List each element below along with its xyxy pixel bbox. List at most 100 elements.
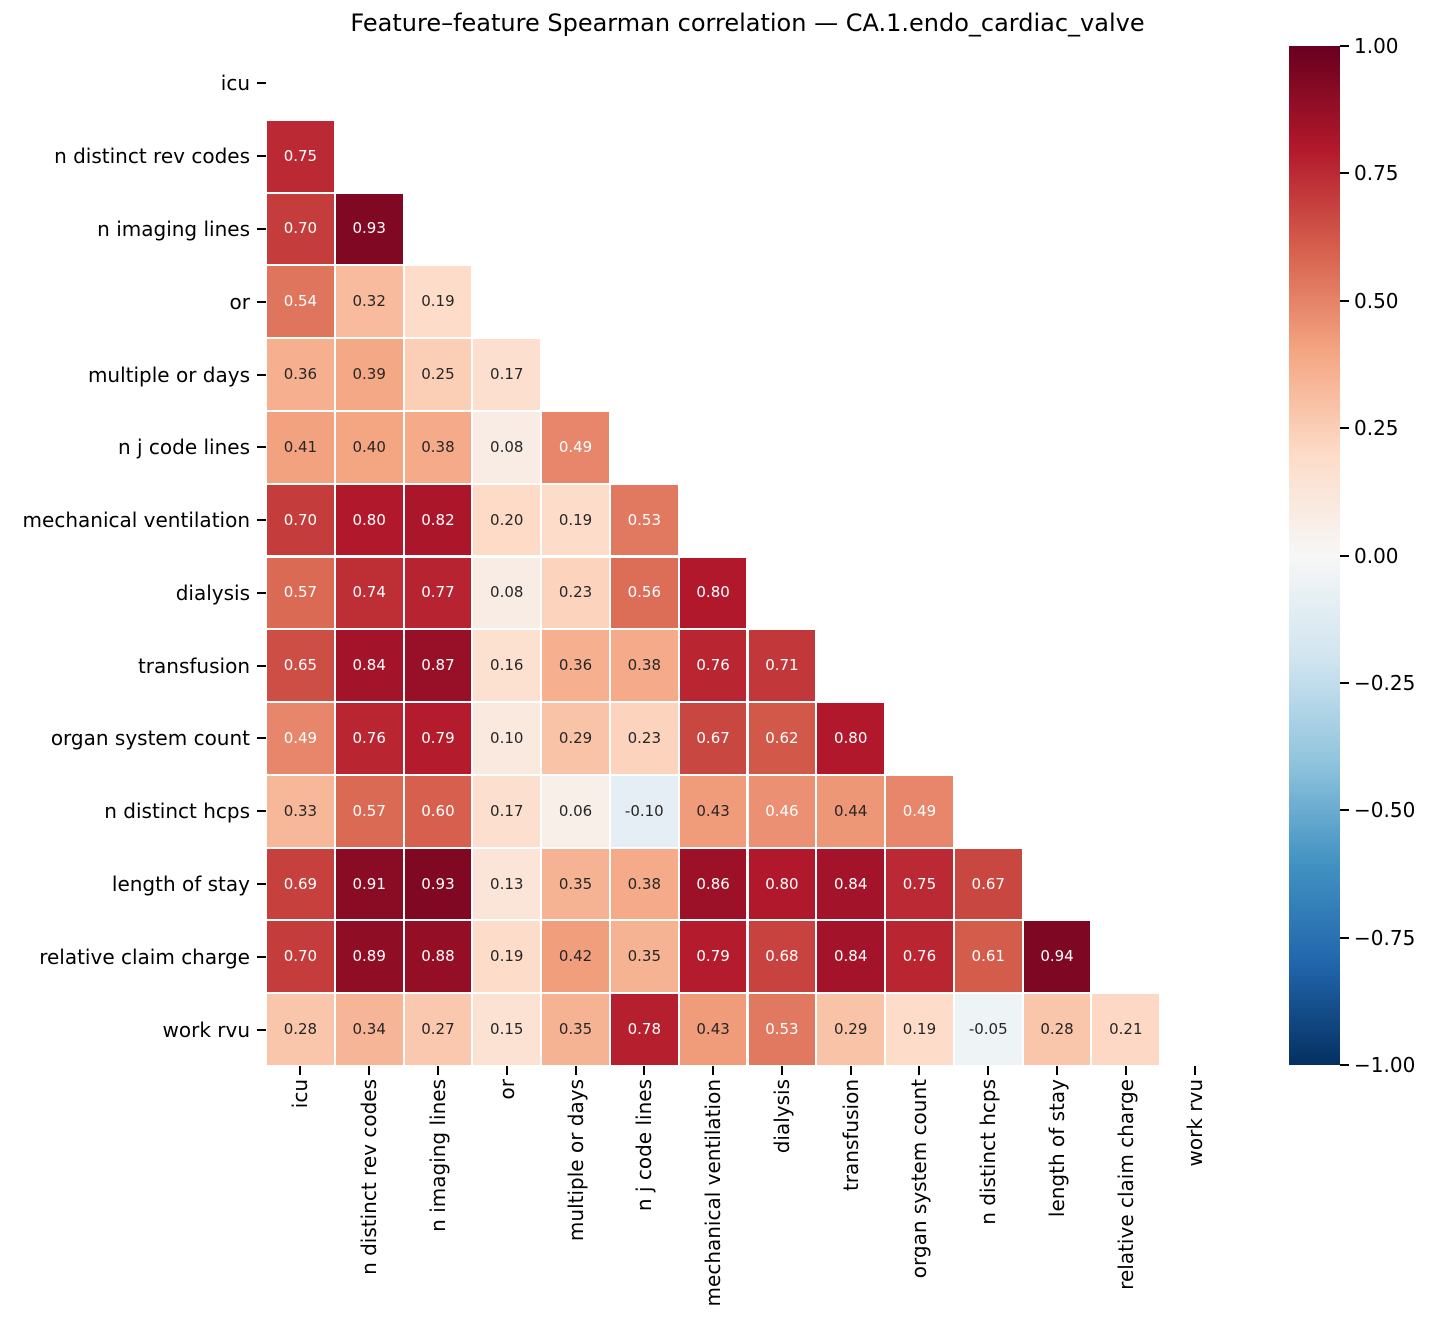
heatmap-cell: 0.28 — [266, 993, 335, 1066]
heatmap-cell: 0.16 — [472, 629, 542, 703]
cell-value: 0.19 — [558, 510, 593, 529]
cell-value: 0.34 — [352, 1020, 386, 1039]
cell-value: 0.29 — [558, 728, 593, 747]
heatmap-cell: 0.70 — [266, 192, 335, 266]
x-tick-mark — [505, 1066, 508, 1075]
heatmap-cell: 0.43 — [678, 993, 748, 1066]
cell-value: 0.49 — [902, 801, 937, 820]
y-axis-label: organ system count — [50, 726, 250, 751]
cell-value: 0.70 — [283, 219, 318, 238]
cell-value: 0.15 — [490, 1020, 524, 1039]
x-tick-mark — [574, 1066, 577, 1075]
heatmap-cell: 0.76 — [334, 702, 404, 775]
heatmap-cell: 0.62 — [747, 702, 817, 775]
cell-value: 0.53 — [765, 1020, 799, 1039]
heatmap-cell: 0.76 — [678, 629, 748, 703]
heatmap-cell: 0.80 — [678, 556, 748, 630]
x-axis-label: length of stay — [1045, 1079, 1070, 1218]
x-axis-label: n distinct hcps — [976, 1079, 1001, 1225]
heatmap-cell: 0.33 — [266, 774, 335, 848]
colorbar-tick-label: 0.50 — [1354, 288, 1399, 313]
heatmap-cell: 0.28 — [1022, 993, 1092, 1066]
cell-value: 0.17 — [490, 365, 524, 384]
colorbar-tick-label: 0.25 — [1354, 416, 1399, 441]
heatmap-cell: -0.10 — [609, 774, 679, 848]
heatmap-cell: 0.71 — [747, 629, 817, 703]
x-axis-label: relative claim charge — [1113, 1079, 1138, 1290]
y-tick-mark — [257, 227, 266, 230]
heatmap-cell: 0.91 — [334, 847, 404, 921]
cell-value: 0.65 — [283, 656, 318, 675]
cell-value: 0.75 — [283, 146, 318, 165]
cell-value: 0.94 — [1040, 947, 1074, 966]
cell-value: 0.67 — [696, 728, 730, 747]
heatmap-cell: 0.35 — [609, 920, 679, 994]
heatmap-cell: 0.27 — [403, 993, 473, 1066]
cell-value: 0.42 — [558, 947, 593, 966]
colorbar-tick-mark — [1340, 299, 1349, 302]
cell-value: 0.71 — [765, 656, 799, 675]
cell-value: 0.74 — [352, 583, 386, 602]
cell-value: 0.84 — [833, 947, 868, 966]
heatmap-cell: 0.93 — [334, 192, 404, 266]
y-tick-mark — [257, 955, 266, 958]
heatmap-cell: 0.57 — [266, 556, 335, 630]
heatmap-cell: 0.80 — [334, 483, 404, 557]
heatmap-cell: 0.79 — [678, 920, 748, 994]
cell-value: 0.88 — [421, 947, 455, 966]
heatmap-cell: 0.88 — [403, 920, 473, 994]
colorbar-tick-label: −1.00 — [1354, 1053, 1416, 1077]
colorbar-tick-label: −0.25 — [1354, 670, 1416, 695]
heatmap-cell: -0.05 — [953, 993, 1023, 1066]
heatmap-cell: 0.94 — [1022, 920, 1092, 994]
x-axis-label: dialysis — [769, 1079, 794, 1154]
heatmap-cell: 0.32 — [334, 265, 404, 339]
cell-value: 0.67 — [971, 874, 1005, 893]
y-axis-label: icu — [220, 71, 250, 96]
heatmap-cell: 0.19 — [885, 993, 954, 1066]
cell-value: 0.80 — [833, 728, 868, 747]
heatmap-cell: 0.38 — [609, 847, 679, 921]
colorbar-tick-mark — [1340, 45, 1349, 47]
cell-value: 0.41 — [283, 437, 318, 456]
x-axis-label: mechanical ventilation — [701, 1079, 726, 1307]
heatmap-cell: 0.36 — [266, 338, 335, 411]
cell-value: 0.49 — [558, 437, 593, 456]
cell-value: 0.84 — [833, 874, 868, 893]
heatmap-cell: 0.49 — [541, 410, 610, 484]
y-axis-label: n imaging lines — [97, 216, 250, 241]
heatmap-cell: 0.53 — [747, 993, 817, 1066]
y-axis-label: or — [229, 289, 250, 314]
heatmap-cell: 0.49 — [885, 774, 954, 848]
cell-value: 0.19 — [421, 292, 455, 311]
heatmap-cell: 0.84 — [816, 847, 886, 921]
y-tick-mark — [257, 300, 266, 303]
heatmap-cell: 0.70 — [266, 483, 335, 557]
heatmap-cell: 0.67 — [678, 702, 748, 775]
colorbar-tick-mark — [1340, 936, 1349, 939]
cell-value: 0.39 — [352, 365, 386, 384]
y-axis-label: work rvu — [162, 1017, 251, 1042]
colorbar-tick-mark — [1340, 172, 1349, 175]
cell-value: 0.08 — [490, 583, 524, 602]
cell-value: 0.54 — [283, 292, 318, 311]
x-tick-mark — [849, 1066, 852, 1075]
cell-value: 0.10 — [490, 728, 524, 747]
cell-value: 0.91 — [352, 874, 386, 893]
heatmap-cell: 0.20 — [472, 483, 542, 557]
cell-value: 0.35 — [627, 947, 662, 966]
heatmap-cell: 0.49 — [266, 702, 335, 775]
heatmap-cell: 0.36 — [541, 629, 610, 703]
heatmap-cell: 0.44 — [816, 774, 886, 848]
cell-value: -0.10 — [624, 801, 664, 820]
cell-value: 0.46 — [765, 801, 799, 820]
x-tick-mark — [643, 1066, 646, 1075]
colorbar-tick-mark — [1340, 1064, 1349, 1066]
heatmap-cell: 0.34 — [334, 993, 404, 1066]
x-axis-label: transfusion — [838, 1079, 863, 1192]
cell-value: 0.57 — [283, 583, 318, 602]
heatmap-cell: 0.53 — [609, 483, 679, 557]
cell-value: 0.70 — [283, 947, 318, 966]
heatmap-cell: 0.38 — [609, 629, 679, 703]
heatmap-cell: 0.89 — [334, 920, 404, 994]
